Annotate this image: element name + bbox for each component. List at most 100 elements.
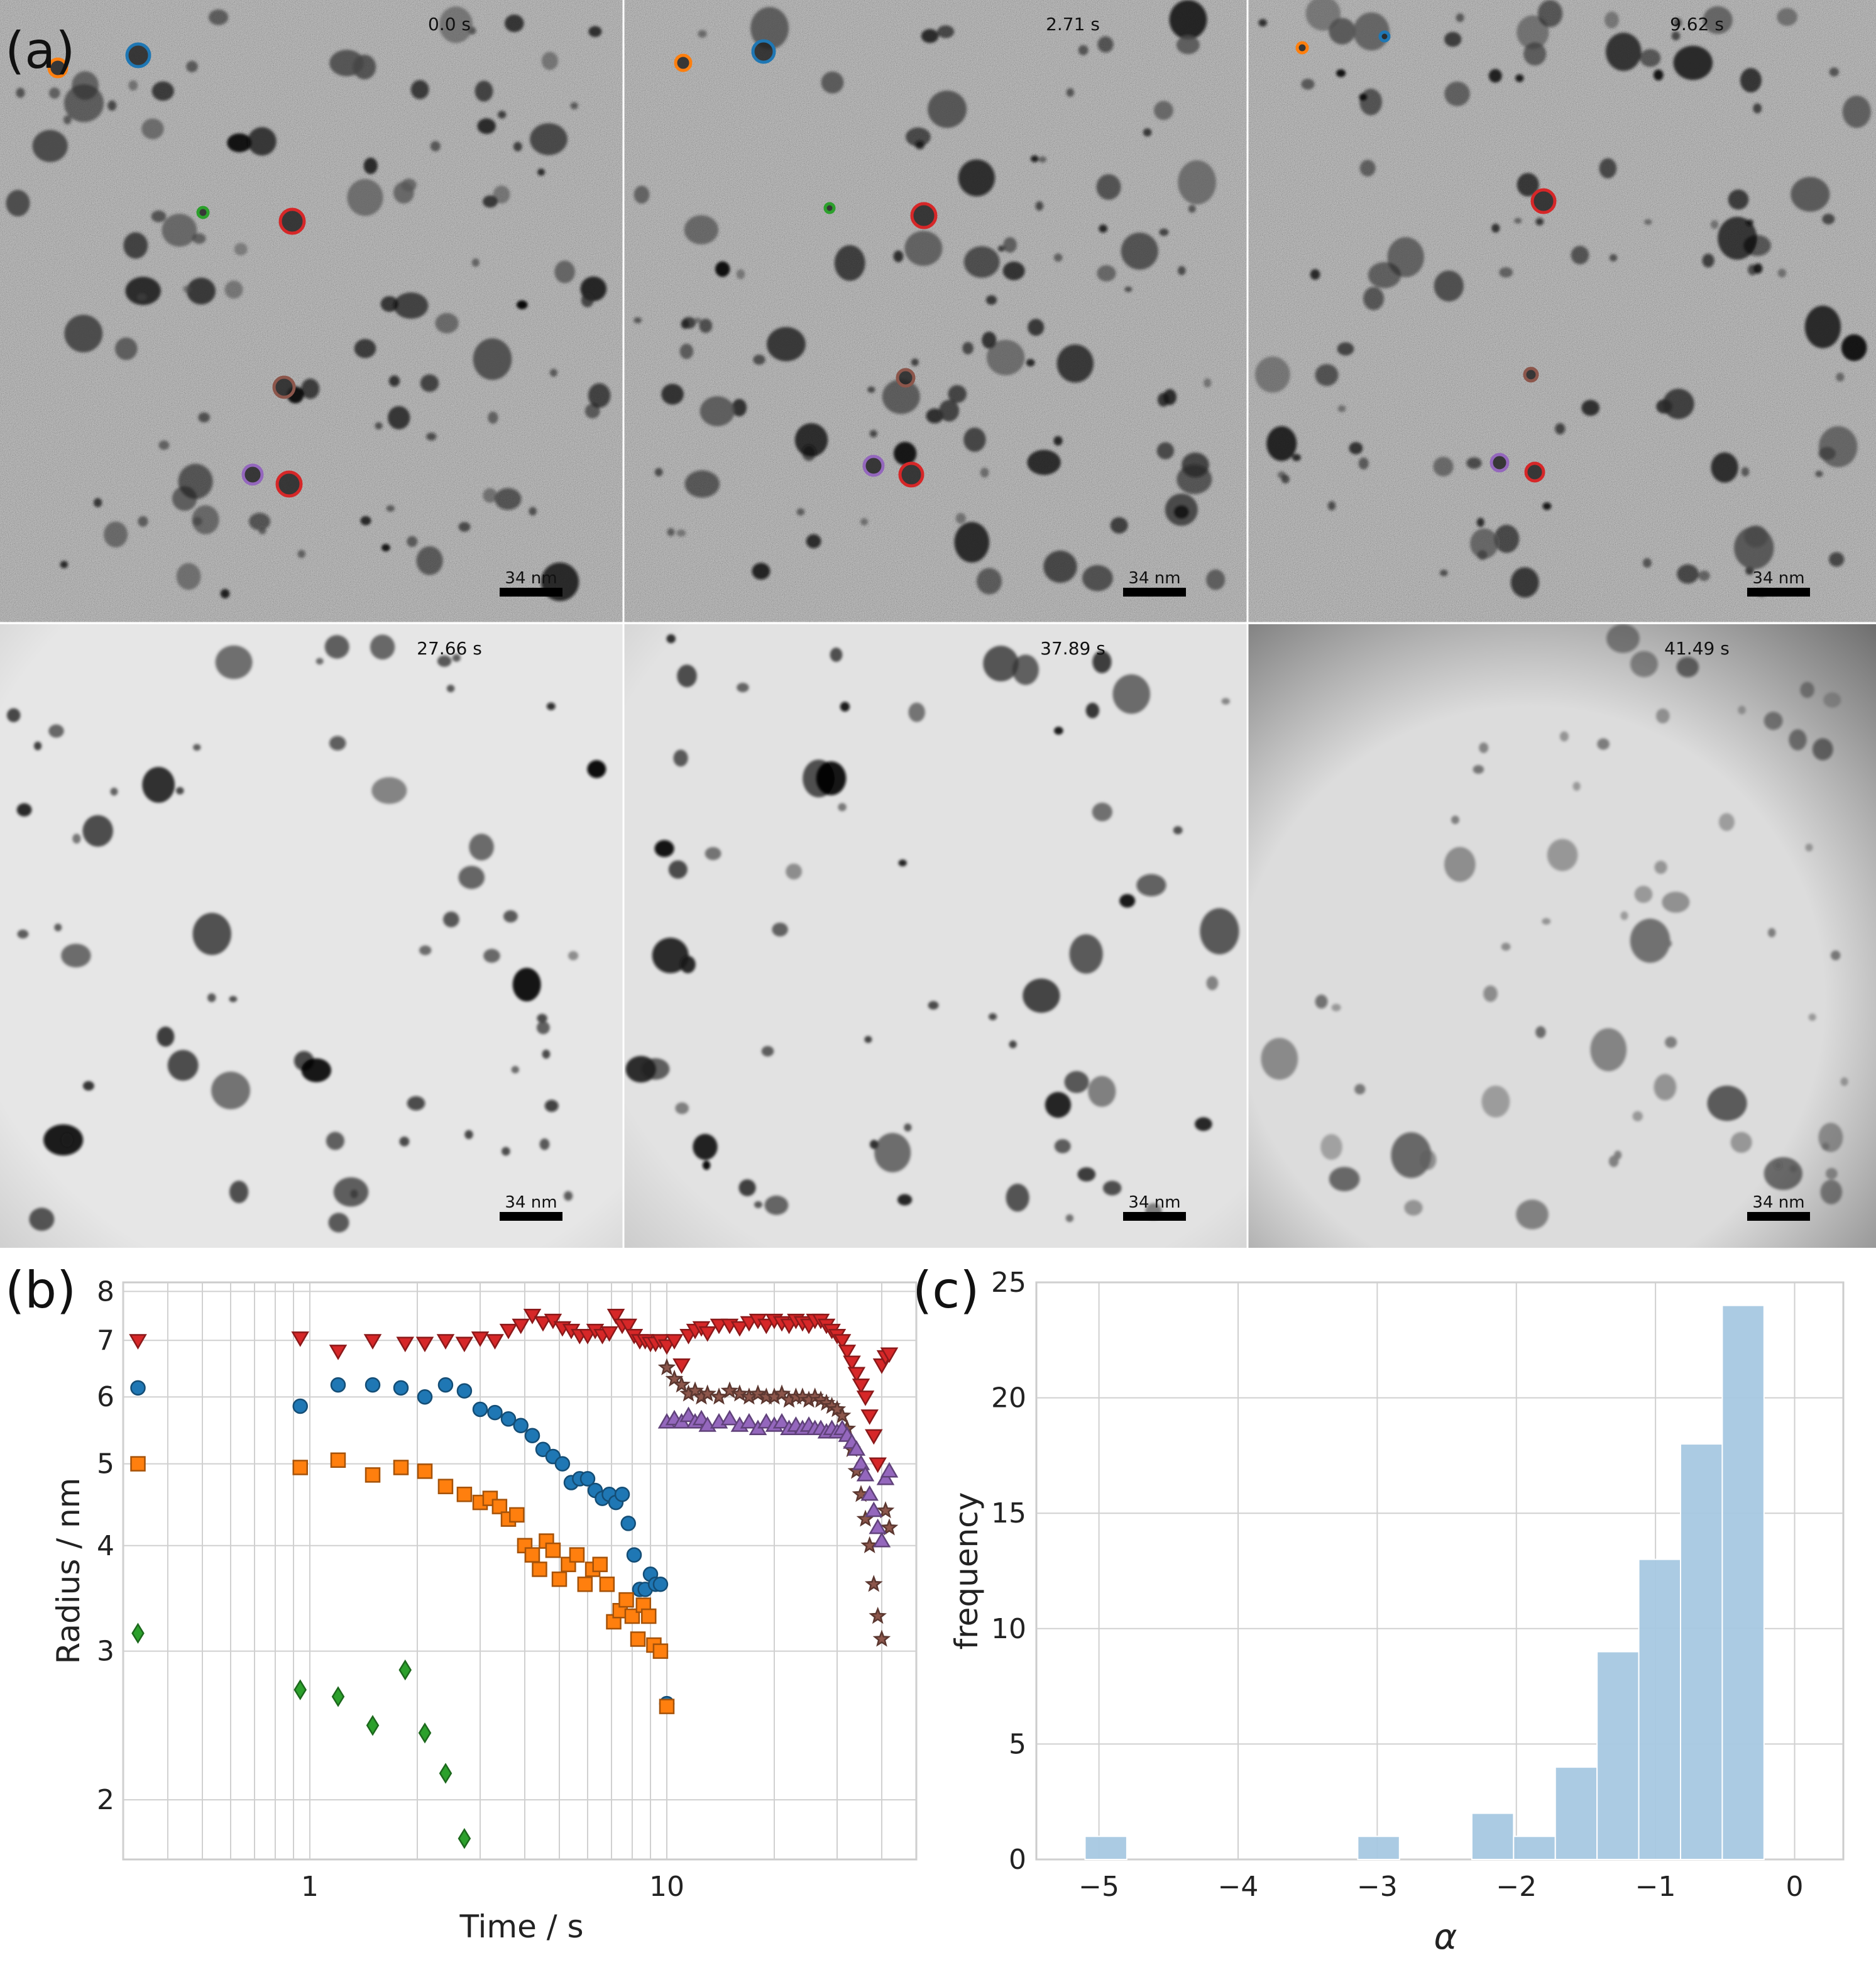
data-point bbox=[455, 1336, 474, 1353]
nanoparticle bbox=[1310, 269, 1320, 280]
nanoparticle bbox=[1836, 372, 1845, 382]
tracked-particle bbox=[897, 370, 914, 386]
nanoparticle bbox=[908, 702, 925, 722]
nanoparticle bbox=[29, 1208, 55, 1231]
nanoparticle bbox=[634, 317, 642, 324]
tracked-markers bbox=[1295, 30, 1557, 214]
histogram-bar bbox=[1596, 1651, 1640, 1861]
tracked-particle-ring bbox=[125, 42, 151, 69]
nanoparticle bbox=[673, 749, 688, 767]
tracked-particle bbox=[274, 377, 294, 397]
nanoparticle bbox=[1054, 1139, 1071, 1154]
nanoparticle bbox=[1009, 1040, 1017, 1049]
nanoparticle bbox=[1823, 692, 1841, 708]
particle-layer bbox=[1255, 0, 1871, 598]
data-point bbox=[551, 1571, 568, 1587]
data-point bbox=[579, 1471, 596, 1487]
data-point bbox=[620, 1516, 636, 1531]
nanoparticle bbox=[82, 1081, 94, 1091]
y-tick-labels: 0 5 10 15 20 25 bbox=[991, 1267, 1026, 1876]
nanoparticle bbox=[380, 296, 398, 312]
nanoparticle bbox=[1053, 253, 1063, 262]
x-tick-label: −4 bbox=[1218, 1871, 1259, 1903]
nanoparticle bbox=[1523, 42, 1547, 66]
nanoparticle bbox=[34, 741, 42, 751]
nanoparticle bbox=[371, 777, 407, 804]
micrograph-5: 37.89 s 34 nm bbox=[623, 368, 1248, 1248]
nanoparticle bbox=[435, 312, 459, 334]
nanoparticle bbox=[483, 195, 498, 208]
data-point bbox=[720, 1409, 739, 1426]
nanoparticle bbox=[549, 368, 557, 377]
nanoparticle bbox=[16, 87, 25, 98]
micrograph-4: 27.66 s 34 nm bbox=[0, 375, 623, 1248]
grid-lines bbox=[123, 1282, 917, 1859]
nanoparticle bbox=[17, 929, 29, 939]
nanoparticle bbox=[1614, 1150, 1622, 1160]
nanoparticle bbox=[1391, 1132, 1432, 1178]
nanoparticle bbox=[983, 646, 1019, 681]
nanoparticle bbox=[60, 561, 69, 568]
nanoparticle bbox=[1043, 550, 1077, 583]
data-point bbox=[524, 1547, 540, 1563]
nanoparticle bbox=[937, 25, 955, 38]
histogram-bar bbox=[1554, 1766, 1598, 1861]
nanoparticle bbox=[1359, 160, 1376, 177]
nanoparticle bbox=[229, 1181, 249, 1203]
nanoparticle bbox=[1703, 6, 1733, 35]
y-tick-label: 7 bbox=[97, 1324, 114, 1357]
data-point bbox=[880, 1347, 899, 1363]
data-point bbox=[436, 1334, 455, 1350]
nanoparticle bbox=[162, 214, 197, 247]
nanoparticle bbox=[328, 1213, 349, 1233]
nanoparticle bbox=[1559, 731, 1569, 742]
nanoparticle bbox=[1110, 517, 1128, 534]
nanoparticle bbox=[249, 512, 271, 531]
tracked-markers bbox=[1489, 366, 1545, 483]
nanoparticle bbox=[680, 955, 696, 974]
x-axis-label: Time / s bbox=[459, 1908, 583, 1945]
nanoparticle bbox=[6, 708, 21, 722]
nanoparticle bbox=[1258, 19, 1267, 27]
nanoparticle bbox=[1204, 378, 1212, 388]
nanoparticle bbox=[1349, 442, 1363, 454]
nanoparticle bbox=[1741, 467, 1750, 476]
nanoparticle bbox=[1176, 35, 1200, 55]
nanoparticle bbox=[587, 760, 606, 778]
nanoparticle bbox=[977, 568, 1002, 595]
tracked-particle-ring bbox=[823, 202, 836, 214]
nanoparticle bbox=[363, 157, 378, 174]
nanoparticle bbox=[141, 118, 164, 140]
nanoparticle bbox=[123, 232, 148, 259]
nanoparticle bbox=[1581, 400, 1600, 416]
nanoparticle bbox=[1433, 456, 1454, 476]
series-brown bbox=[657, 1358, 899, 1647]
data-point bbox=[876, 1469, 895, 1485]
nanoparticle bbox=[1656, 399, 1672, 414]
data-point bbox=[672, 1358, 691, 1374]
data-point bbox=[472, 1401, 488, 1418]
tracked-markers bbox=[241, 375, 303, 498]
nanoparticle bbox=[258, 527, 266, 535]
data-point bbox=[512, 1318, 530, 1335]
nanoparticle bbox=[915, 140, 924, 150]
nanoparticle bbox=[1434, 270, 1464, 302]
data-point bbox=[652, 1577, 669, 1592]
nanoparticle bbox=[1088, 1076, 1116, 1107]
nanoparticle bbox=[1358, 457, 1369, 470]
nanoparticle bbox=[439, 6, 473, 43]
nanoparticle bbox=[1753, 103, 1762, 114]
data-point bbox=[291, 1331, 309, 1347]
nanoparticle bbox=[1112, 674, 1151, 714]
nanoparticle bbox=[1738, 705, 1746, 715]
nanoparticle bbox=[1056, 344, 1094, 383]
nanoparticle bbox=[753, 355, 765, 365]
data-point bbox=[292, 1460, 308, 1475]
nanoparticle bbox=[1662, 388, 1694, 419]
micrograph-shading bbox=[0, 624, 623, 1248]
nanoparticle bbox=[1143, 128, 1152, 137]
y-tick-label: 3 bbox=[97, 1636, 114, 1668]
nanoparticle bbox=[1439, 570, 1448, 576]
nanoparticle bbox=[1644, 219, 1652, 225]
data-point bbox=[860, 1485, 879, 1501]
